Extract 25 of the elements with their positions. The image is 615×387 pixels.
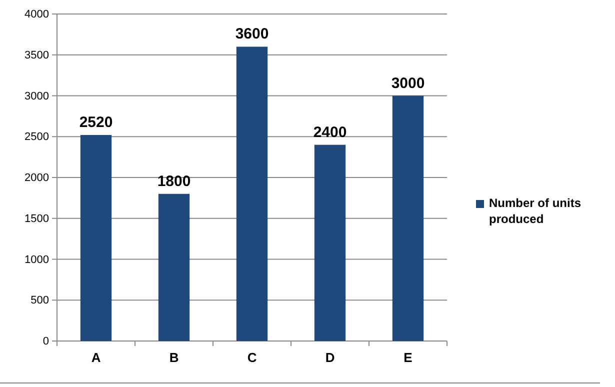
- x-tick-label: A: [91, 350, 102, 366]
- bar: [80, 134, 112, 341]
- bar: [314, 144, 346, 341]
- y-tick-label: 3500: [24, 49, 49, 62]
- data-label: 1800: [157, 172, 191, 190]
- data-label: 2520: [79, 114, 113, 131]
- bar: [236, 46, 268, 341]
- legend-label: Number of units produced: [489, 196, 582, 226]
- data-label: 3600: [235, 26, 269, 43]
- y-tick-label: 1500: [24, 212, 49, 225]
- data-label: 3000: [391, 74, 425, 92]
- data-label: 2400: [313, 124, 347, 141]
- x-tick-label: B: [169, 350, 179, 366]
- x-tick-label: E: [404, 350, 413, 366]
- y-tick-label: 0: [42, 336, 49, 348]
- bar: [158, 194, 190, 341]
- y-tick-label: 2500: [24, 131, 49, 144]
- y-tick-label: 3000: [24, 90, 49, 102]
- y-tick-label: 2000: [24, 172, 49, 184]
- x-tick-label: D: [325, 350, 335, 366]
- y-tick-label: 500: [30, 294, 49, 307]
- bar: [392, 96, 424, 341]
- y-tick-label: 4000: [24, 8, 49, 21]
- x-tick-label: C: [247, 350, 258, 366]
- y-tick-label: 1000: [24, 254, 49, 266]
